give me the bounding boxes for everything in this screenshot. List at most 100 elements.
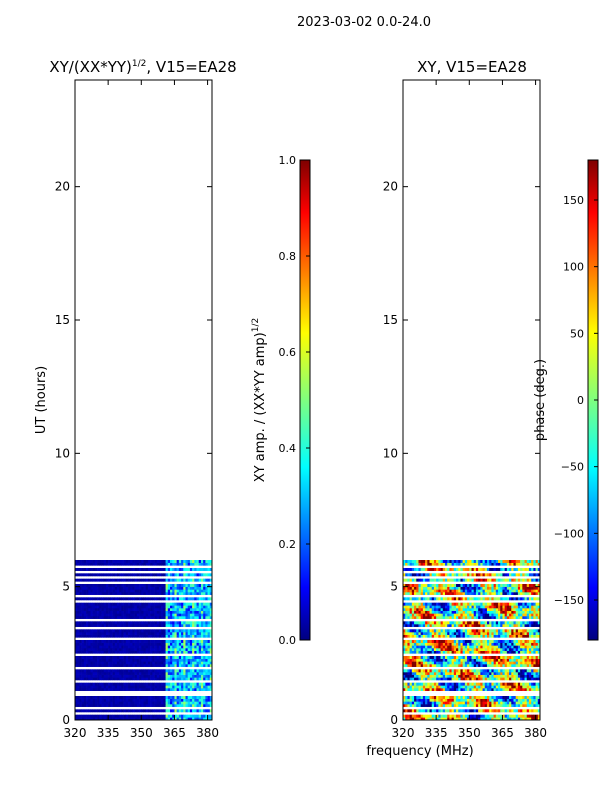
amplitude-cell: [136, 605, 140, 609]
phase-cell: [517, 685, 521, 689]
phase-cell: [524, 632, 528, 635]
amplitude-cell: [116, 632, 120, 635]
phase-cell: [493, 696, 497, 699]
phase-cell: [407, 701, 410, 705]
amplitude-cell: [90, 597, 93, 601]
phase-cell: [513, 640, 516, 643]
amplitude-cell: [77, 629, 80, 633]
phase-cell: [502, 624, 505, 627]
phase-cell: [447, 664, 450, 667]
amplitude-cell: [203, 592, 206, 595]
phase-cell: [502, 664, 505, 667]
phase-cell: [460, 714, 463, 718]
amplitude-cell: [158, 597, 162, 601]
amplitude-cell: [154, 597, 158, 601]
phase-cell: [517, 677, 521, 681]
amplitude-cell: [158, 656, 162, 659]
phase-cell: [447, 704, 450, 707]
amplitude-cell: [209, 592, 213, 595]
amplitude-cell: [165, 621, 169, 625]
phase-cell: [444, 613, 448, 617]
phase-cell: [440, 696, 444, 699]
phase-cell: [471, 701, 475, 705]
amplitude-cell: [99, 578, 102, 582]
phase-cell: [458, 656, 461, 659]
amplitude-cell: [205, 634, 208, 638]
amplitude-cell: [174, 688, 177, 691]
phase-cell: [456, 650, 459, 654]
phase-cell: [498, 616, 501, 619]
phase-cell: [531, 696, 534, 699]
phase-cell: [458, 602, 461, 606]
amplitude-cell: [136, 602, 140, 606]
amplitude-cell: [97, 562, 100, 566]
amplitude-cell: [189, 608, 193, 611]
amplitude-cell: [189, 709, 193, 713]
amplitude-cell: [88, 682, 91, 686]
amplitude-cell: [176, 650, 180, 654]
amplitude-cell: [145, 632, 149, 635]
amplitude-cell: [163, 664, 166, 667]
amplitude-cell: [123, 573, 127, 577]
phase-cell: [464, 709, 468, 713]
panel-amplitude: XY/(XX*YY)1/2, V15=EA28 320 335 350 365 3800…: [34, 58, 237, 740]
amplitude-cell: [101, 562, 105, 566]
amplitude-cell: [116, 658, 120, 662]
amplitude-cell: [187, 717, 191, 721]
amplitude-cell: [165, 608, 169, 611]
amplitude-cell: [205, 562, 208, 566]
phase-cell: [517, 608, 521, 611]
amplitude-cell: [101, 658, 105, 662]
amplitude-cell: [79, 568, 82, 571]
amplitude-cell: [90, 629, 93, 633]
amplitude-cell: [156, 584, 160, 587]
amplitude-cell: [154, 629, 158, 633]
amplitude-cell: [132, 562, 135, 566]
phase-cell: [440, 616, 444, 619]
amplitude-cell: [134, 586, 138, 590]
phase-cell: [480, 621, 483, 625]
amplitude-cell: [150, 674, 153, 678]
phase-cell: [420, 704, 424, 707]
phase-cell: [484, 632, 488, 635]
phase-cell: [464, 597, 468, 601]
amplitude-cell: [183, 656, 186, 659]
amplitude-cell: [92, 629, 96, 633]
phase-cell: [489, 597, 492, 601]
phase-cell: [509, 613, 512, 617]
amplitude-cell: [154, 704, 158, 707]
phase-cell: [524, 674, 528, 678]
amplitude-cell: [181, 698, 184, 702]
amplitude-cell: [172, 562, 175, 566]
phase-cell: [407, 634, 410, 638]
amplitude-cell: [75, 696, 78, 699]
phase-cell: [464, 656, 468, 659]
amplitude-cell: [147, 616, 151, 619]
phase-cell: [414, 650, 417, 654]
amplitude-cell: [163, 704, 166, 707]
phase-cell: [407, 664, 410, 667]
phase-cell: [464, 704, 468, 707]
phase-cell: [429, 602, 433, 606]
phase-cell: [436, 669, 439, 673]
phase-cell: [486, 658, 490, 662]
phase-cell: [460, 634, 463, 638]
phase-cell: [462, 608, 466, 611]
phase-cell: [438, 650, 441, 654]
amplitude-cell: [110, 610, 113, 614]
amplitude-cell: [103, 717, 107, 721]
amplitude-cell: [97, 629, 100, 633]
amplitude-cell: [121, 560, 124, 563]
amplitude-cell: [152, 672, 155, 675]
phase-cell: [486, 677, 490, 681]
phase-cell: [537, 669, 541, 673]
amplitude-cell: [132, 672, 135, 675]
amplitude-cell: [121, 701, 124, 705]
phase-cell: [513, 672, 516, 675]
amplitude-cell: [136, 664, 140, 667]
amplitude-cell: [209, 632, 213, 635]
phase-cell: [489, 610, 492, 614]
phase-cell: [489, 677, 492, 681]
amplitude-cell: [116, 661, 120, 665]
phase-cell: [438, 672, 441, 675]
